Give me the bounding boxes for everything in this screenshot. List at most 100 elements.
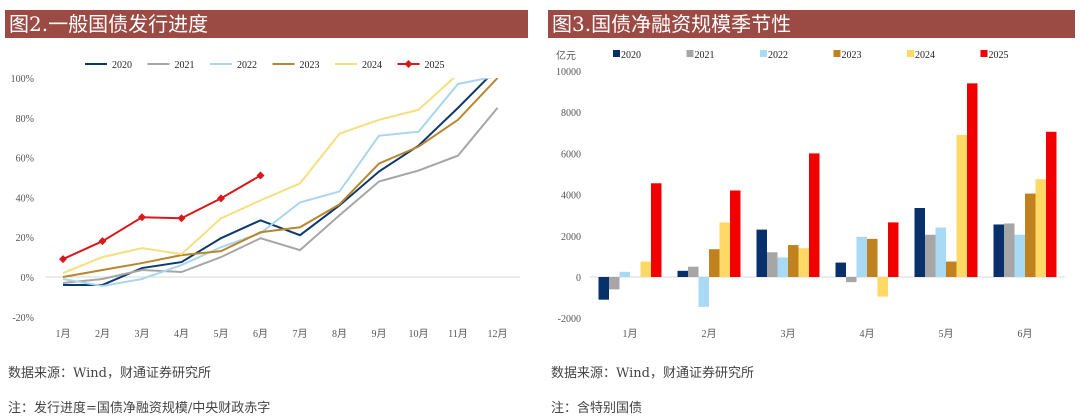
x-tick-label: 4月 — [860, 328, 875, 340]
y-axis-unit-label: 亿元 — [556, 49, 576, 62]
bar-2023-2月 — [709, 249, 720, 277]
bar-2021-2月 — [688, 266, 699, 277]
legend-label: 2025 — [989, 50, 1009, 61]
bar-2020-6月 — [993, 224, 1004, 277]
y-tick-label: 0 — [576, 273, 581, 284]
bar-2024-1月 — [640, 261, 651, 277]
bar-2024-2月 — [719, 222, 730, 277]
bar-2020-4月 — [835, 262, 846, 277]
legend-label: 2022 — [237, 60, 257, 71]
data-point-2025 — [59, 255, 67, 264]
data-point-2025 — [177, 214, 186, 223]
bar-2021-1月 — [609, 277, 620, 290]
data-point-2025 — [98, 237, 107, 246]
bar-2023-3月 — [788, 245, 799, 277]
x-tick-label: 1月 — [623, 328, 638, 340]
legend-label: 2021 — [695, 50, 715, 61]
legend-label: 2023 — [842, 50, 862, 61]
y-tick-label: 8000 — [561, 108, 581, 119]
y-tick-label: 0% — [21, 273, 34, 284]
x-tick-label: 6月 — [253, 328, 268, 340]
x-tick-label: 9月 — [372, 328, 387, 340]
bar-2022-6月 — [1014, 234, 1025, 277]
legend-swatch-2022 — [760, 50, 767, 57]
bar-2024-6月 — [1035, 179, 1046, 277]
legend-label: 2024 — [362, 60, 382, 71]
y-tick-label: -20% — [12, 313, 34, 324]
legend-label: 2022 — [768, 50, 788, 61]
x-tick-label: 11月 — [448, 328, 468, 340]
x-tick-label: 4月 — [174, 328, 189, 340]
bar-2021-4月 — [846, 277, 857, 283]
right-note: 注：含特别国债 — [551, 401, 643, 416]
bar-2022-5月 — [935, 227, 946, 277]
bar-2023-6月 — [1025, 193, 1036, 277]
x-tick-label: 6月 — [1018, 328, 1033, 340]
x-tick-label: 8月 — [332, 328, 347, 340]
x-tick-label: 3月 — [135, 328, 150, 340]
legend-marker-2025 — [404, 60, 413, 68]
issuance-progress-line-chart: -20% 0% 20% 40% 60% 80% 100% 1月 2月 3月 4月 5月 6月 7月 8月 9月… — [11, 60, 520, 340]
x-tick-label: 2月 — [702, 328, 717, 340]
y-tick-label: 4000 — [561, 191, 581, 202]
series-line-2023 — [62, 78, 499, 278]
x-tick-label: 1月 — [56, 328, 71, 340]
data-point-2025 — [138, 213, 146, 222]
bar-2025-2月 — [730, 190, 741, 277]
series-line-2022 — [62, 78, 493, 287]
bar-2024-5月 — [956, 134, 967, 277]
y-tick-label: 10000 — [556, 67, 581, 78]
bar-2025-3月 — [809, 153, 820, 277]
bar-2025-1月 — [651, 183, 662, 277]
left-source: 数据来源：Wind，财通证券研究所 — [8, 366, 211, 381]
bar-2025-4月 — [888, 222, 899, 277]
y-tick-label: 60% — [16, 154, 34, 165]
x-tick-label: 2月 — [95, 328, 110, 340]
bar-2024-3月 — [798, 248, 809, 277]
left-note: 注：发行进度=国债净融资规模/中央财政赤字 — [8, 401, 271, 416]
series-line-2024 — [62, 78, 456, 274]
bar-2021-5月 — [925, 234, 936, 277]
legend-label: 2025 — [425, 60, 445, 71]
bar-2022-4月 — [856, 236, 867, 277]
series-group — [59, 78, 499, 287]
bar-2020-3月 — [756, 229, 767, 277]
y-tick-label: 100% — [11, 74, 34, 85]
y-tick-label: 40% — [16, 193, 34, 204]
bar-2020-2月 — [677, 270, 688, 277]
bar-2023-4月 — [867, 238, 878, 277]
y-tick-label: 80% — [16, 114, 34, 125]
right-source: 数据来源：Wind，财通证券研究所 — [551, 366, 754, 381]
legend-label: 2023 — [300, 60, 320, 71]
y-tick-label: 6000 — [561, 149, 581, 160]
net-financing-bar-chart: 亿元 -2000 0 2000 4000 6000 8000 10000 1月 2月 3月 4月 5月 6… — [556, 49, 1065, 340]
legend-swatch-2024 — [907, 50, 914, 57]
legend-label: 2020 — [621, 50, 641, 61]
bar-2024-4月 — [877, 277, 888, 297]
left-chart-title: 图2.一般国债发行进度 — [5, 10, 528, 38]
x-tick-label: 5月 — [214, 328, 229, 340]
bar-2022-2月 — [698, 277, 709, 307]
bar-2020-1月 — [598, 277, 609, 300]
bar-2022-1月 — [619, 271, 630, 277]
y-tick-label: 2000 — [561, 232, 581, 243]
series-line-2021 — [62, 107, 499, 284]
x-tick-label: 5月 — [939, 328, 954, 340]
x-tick-label: 3月 — [781, 328, 796, 340]
bar-2022-3月 — [777, 257, 788, 277]
bar-2025-6月 — [1046, 131, 1057, 277]
bar-2021-6月 — [1004, 223, 1015, 277]
y-tick-label: 20% — [16, 233, 34, 244]
legend-swatch-2023 — [833, 50, 841, 57]
legend-swatch-2020 — [613, 50, 620, 57]
bar-2020-5月 — [914, 207, 925, 277]
legend-label: 2021 — [175, 60, 195, 71]
y-tick-label: -2000 — [558, 314, 581, 325]
data-point-2025 — [217, 194, 225, 203]
x-tick-label: 7月 — [293, 328, 308, 340]
series-line-2025 — [62, 174, 262, 261]
legend-label: 2024 — [915, 50, 935, 61]
bar-2023-5月 — [946, 261, 957, 277]
legend-label: 2020 — [112, 60, 132, 71]
x-tick-label: 10月 — [409, 328, 429, 340]
